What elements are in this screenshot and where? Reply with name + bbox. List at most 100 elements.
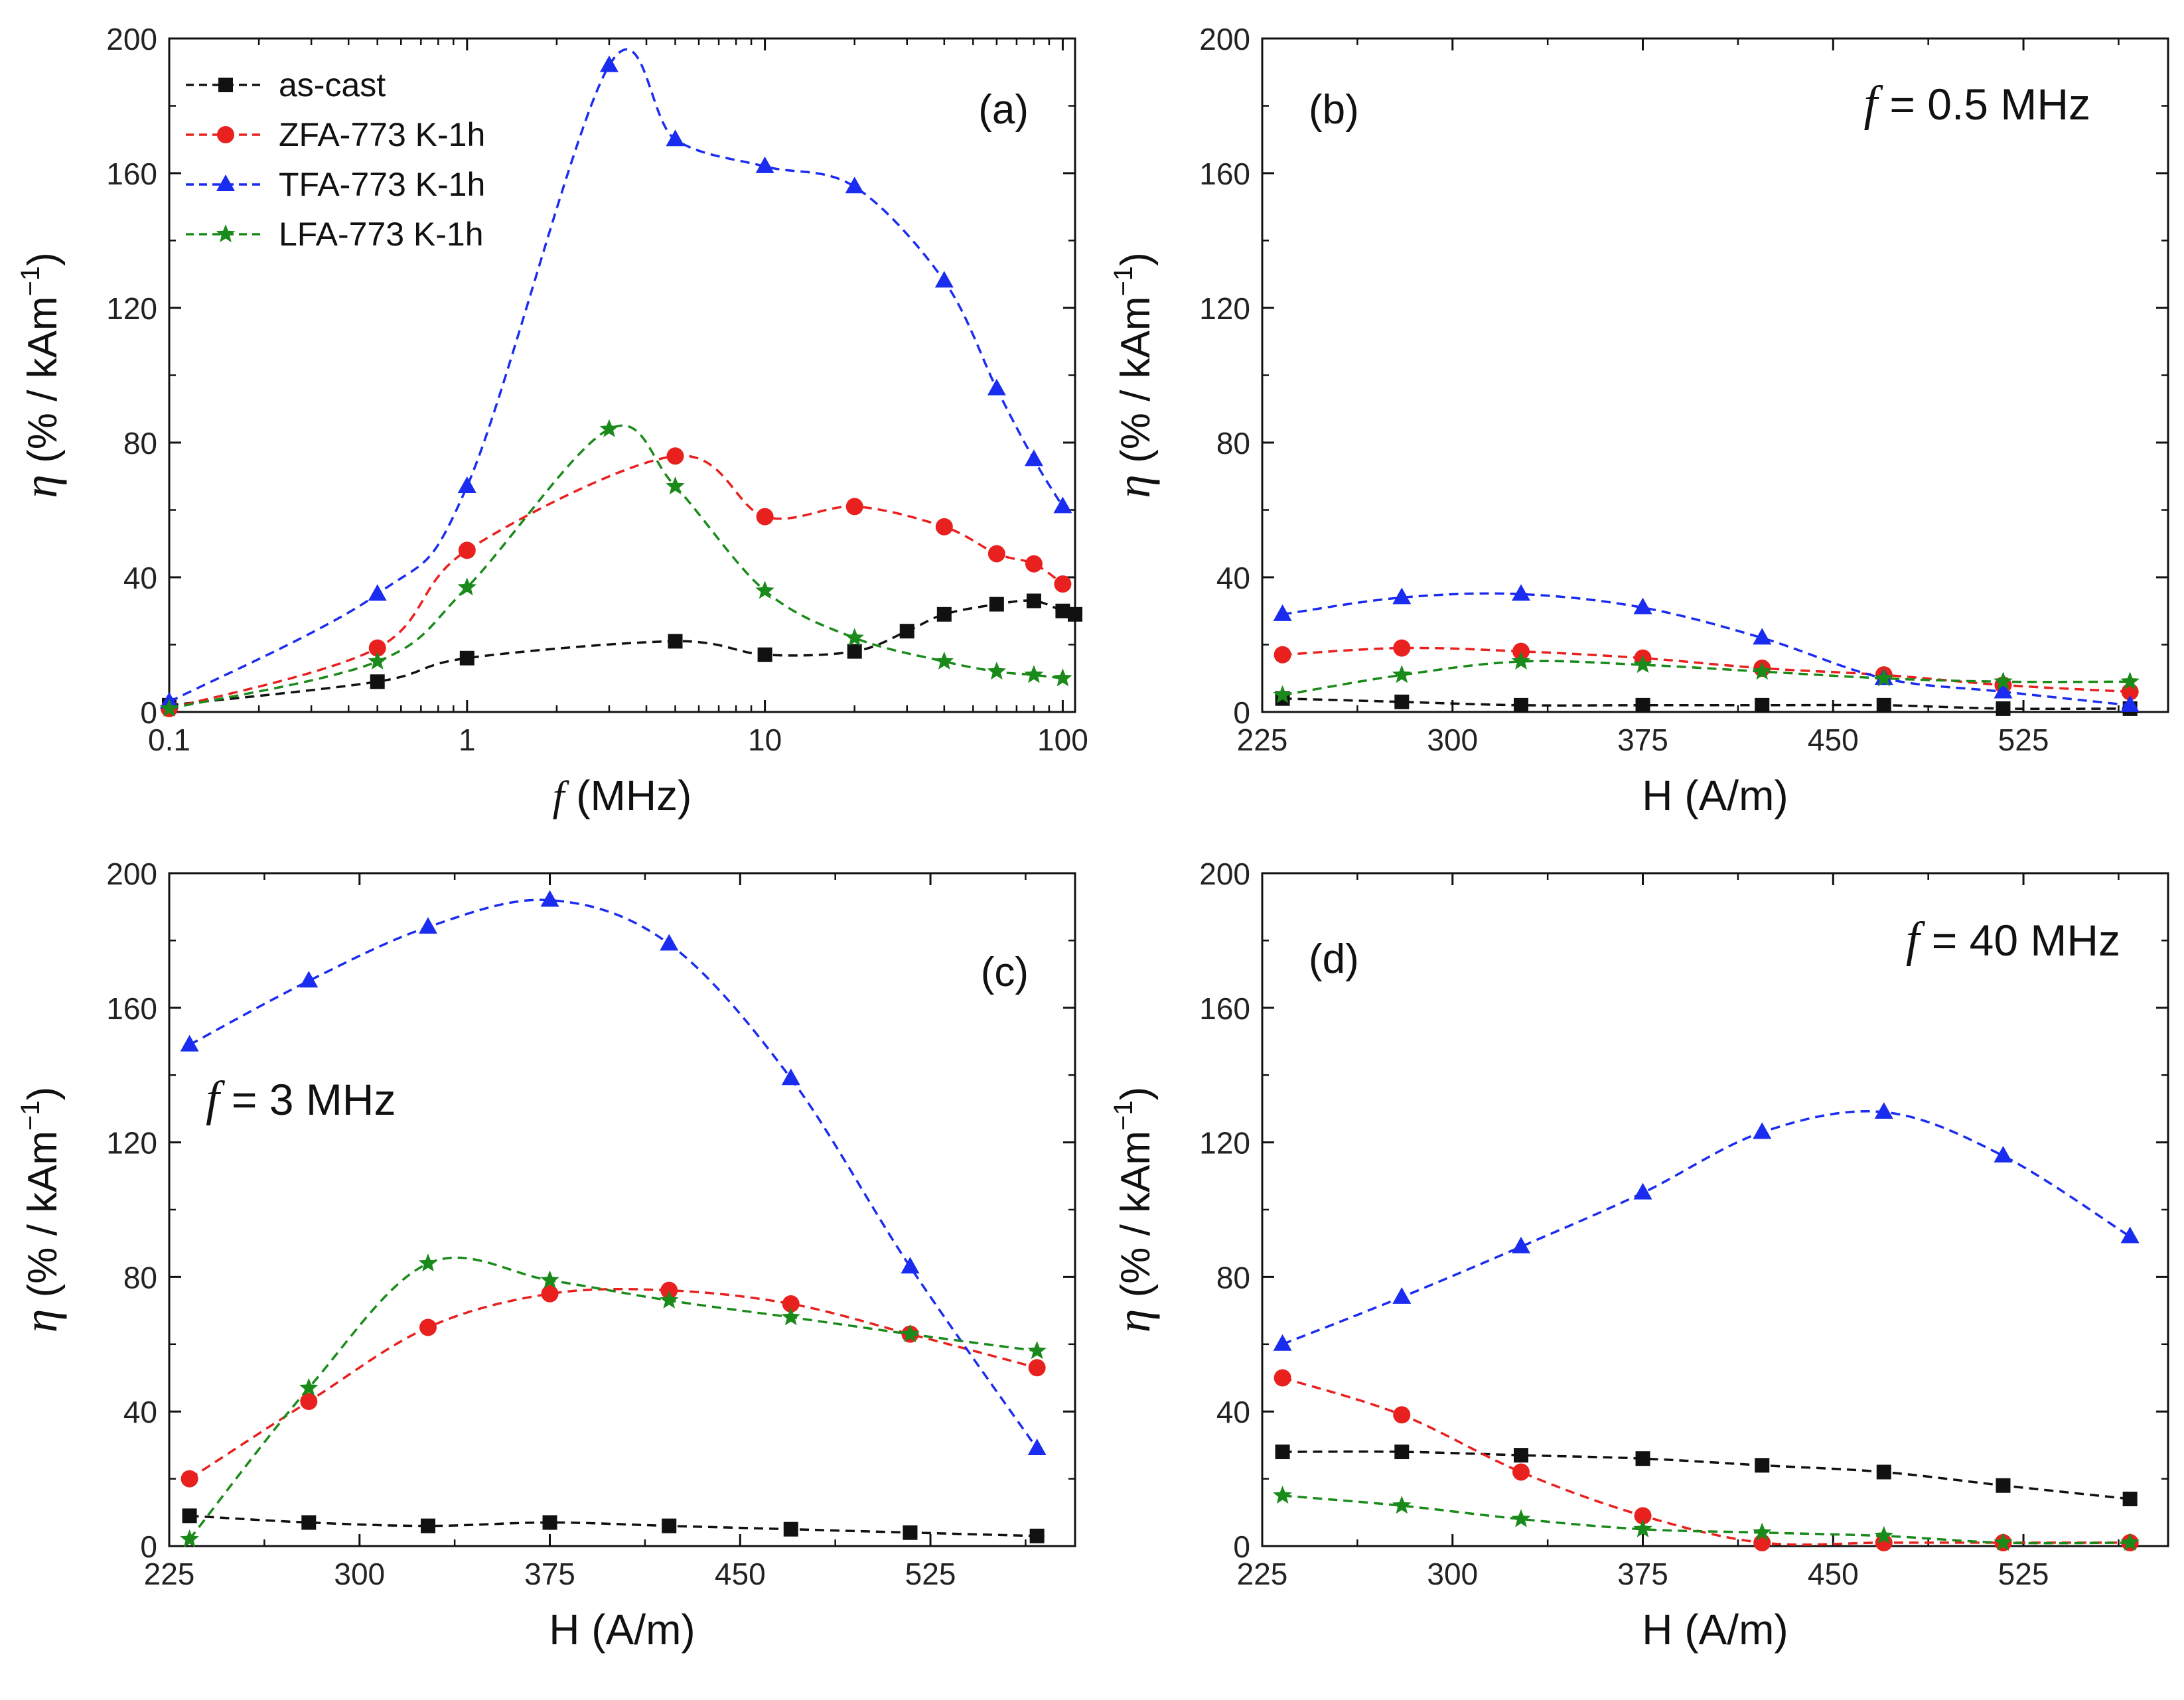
data-point-tfa-773 xyxy=(2120,1226,2140,1243)
y-tick-label: 160 xyxy=(106,157,157,191)
panel-label: (c) xyxy=(981,950,1029,995)
x-axis-title: H (A/m) xyxy=(1642,1606,1788,1654)
x-tick-label: 525 xyxy=(1998,723,2049,757)
data-point-zfa-773 xyxy=(666,447,684,465)
data-point-tfa-773 xyxy=(1273,1334,1292,1351)
y-axis-close: ) xyxy=(20,1087,66,1101)
data-point-as-cast xyxy=(662,1518,677,1533)
y-axis-title: η (% / kAm−1) xyxy=(1107,252,1160,498)
series-line-lfa-773 xyxy=(169,424,1063,710)
panel-label: (d) xyxy=(1309,936,1359,982)
y-tick-label: 160 xyxy=(1199,157,1250,191)
data-point-tfa-773 xyxy=(781,1068,800,1086)
data-point-as-cast xyxy=(1755,697,1770,713)
y-tick-label: 160 xyxy=(1199,991,1250,1026)
data-point-lfa-773 xyxy=(368,651,387,670)
legend-label: LFA-773 K-1h xyxy=(279,216,484,253)
data-point-lfa-773 xyxy=(1753,662,1772,680)
panel-d: 0 40 80 120 160 200 225 300 375 450 525 H (A/m) η (%… xyxy=(1107,857,2169,1654)
data-point-zfa-773 xyxy=(541,1285,559,1303)
data-point-lfa-773 xyxy=(2120,1532,2140,1551)
data-point-tfa-773 xyxy=(540,890,559,907)
x-tick-label: 375 xyxy=(1617,723,1668,757)
panel-c: 0 40 80 120 160 200 225 300 375 450 525 H (A/m) η (%… xyxy=(14,857,1076,1654)
y-axis-unit: (% / kAm xyxy=(1113,1131,1159,1309)
x-axis-title: H (A/m) xyxy=(549,1606,695,1654)
series-line-zfa-773 xyxy=(169,455,1064,710)
data-point-tfa-773 xyxy=(1392,1287,1412,1304)
y-tick-label: 200 xyxy=(106,857,157,891)
data-point-as-cast xyxy=(1876,1464,1891,1480)
data-point-tfa-773 xyxy=(845,177,864,194)
x-axis-unit: H (A/m) xyxy=(549,1606,695,1654)
y-tick-label: 120 xyxy=(1199,1126,1250,1161)
y-tick-label: 200 xyxy=(1199,22,1250,56)
series-line-tfa-773 xyxy=(1281,1110,2131,1346)
y-tick-label: 200 xyxy=(1199,857,1250,891)
series-line-zfa-773 xyxy=(188,1287,1038,1480)
data-point-lfa-773 xyxy=(1633,1519,1652,1537)
series-line-lfa-773 xyxy=(1282,1494,2130,1545)
frequency-annotation: f = 0.5 MHz xyxy=(1863,76,2090,131)
data-point-as-cast xyxy=(1755,1458,1770,1473)
data-point-lfa-773 xyxy=(1053,668,1072,687)
frequency-annotation: f = 3 MHz xyxy=(206,1072,396,1126)
data-point-lfa-773 xyxy=(987,662,1007,680)
data-point-lfa-773 xyxy=(1027,1340,1047,1360)
data-point-zfa-773 xyxy=(845,498,863,516)
series-line-tfa-773 xyxy=(1282,592,2130,707)
y-axis-sup: −1 xyxy=(1109,1100,1138,1131)
data-point-as-cast xyxy=(936,606,952,622)
data-point-zfa-773 xyxy=(987,545,1005,563)
data-point-lfa-773 xyxy=(781,1307,800,1326)
data-point-as-cast xyxy=(370,674,385,689)
data-point-zfa-773 xyxy=(300,1392,318,1410)
data-point-as-cast xyxy=(421,1518,435,1533)
y-tick-label: 120 xyxy=(106,1126,157,1161)
data-point-zfa-773 xyxy=(1512,1463,1530,1481)
data-point-lfa-773 xyxy=(1511,1509,1531,1527)
data-point-zfa-773 xyxy=(458,541,476,559)
data-point-lfa-773 xyxy=(1511,651,1531,670)
data-point-zfa-773 xyxy=(756,508,774,526)
data-point-as-cast xyxy=(459,650,474,666)
data-point-as-cast xyxy=(989,597,1004,612)
y-tick-label: 80 xyxy=(123,426,157,460)
data-point-lfa-773 xyxy=(2120,672,2140,690)
data-point-tfa-773 xyxy=(660,934,679,951)
data-point-tfa-773 xyxy=(1512,1236,1530,1253)
data-point-tfa-773 xyxy=(1874,1101,1893,1119)
frequency-value: = 3 MHz xyxy=(220,1075,396,1124)
data-point-tfa-773 xyxy=(457,476,476,493)
data-point-zfa-773 xyxy=(1512,642,1530,660)
data-point-as-cast xyxy=(1394,1445,1410,1460)
x-tick-label: 450 xyxy=(1808,1557,1859,1591)
data-point-tfa-773 xyxy=(1053,496,1072,514)
frequency-value: = 0.5 MHz xyxy=(1877,80,2090,129)
data-point-lfa-773 xyxy=(159,698,179,717)
series-line-zfa-773 xyxy=(1282,646,2130,693)
data-point-as-cast xyxy=(899,624,914,639)
data-point-lfa-773 xyxy=(1994,1532,2013,1551)
data-point-zfa-773 xyxy=(1028,1359,1046,1377)
data-point-as-cast xyxy=(542,1515,557,1530)
data-point-as-cast xyxy=(668,634,683,649)
y-tick-label: 120 xyxy=(106,291,157,326)
data-point-lfa-773 xyxy=(1874,668,1893,687)
data-point-as-cast xyxy=(1996,1478,2011,1493)
y-axis-close: ) xyxy=(1113,1087,1159,1101)
data-point-as-cast xyxy=(1029,1528,1045,1543)
x-tick-label: 300 xyxy=(334,1557,385,1591)
data-point-tfa-773 xyxy=(2120,695,2140,712)
data-point-lfa-773 xyxy=(1994,672,2013,690)
data-point-lfa-773 xyxy=(1874,1525,1893,1544)
x-tick-label: 525 xyxy=(905,1557,956,1591)
data-point-zfa-773 xyxy=(1274,646,1291,664)
data-point-tfa-773 xyxy=(1027,1438,1047,1455)
data-point-zfa-773 xyxy=(935,518,953,535)
data-point-as-cast xyxy=(757,647,772,662)
x-tick-label: 450 xyxy=(1808,723,1859,757)
data-point-as-cast xyxy=(1026,593,1041,608)
y-tick-label: 40 xyxy=(123,1395,157,1429)
plot-frame xyxy=(1261,37,2169,713)
